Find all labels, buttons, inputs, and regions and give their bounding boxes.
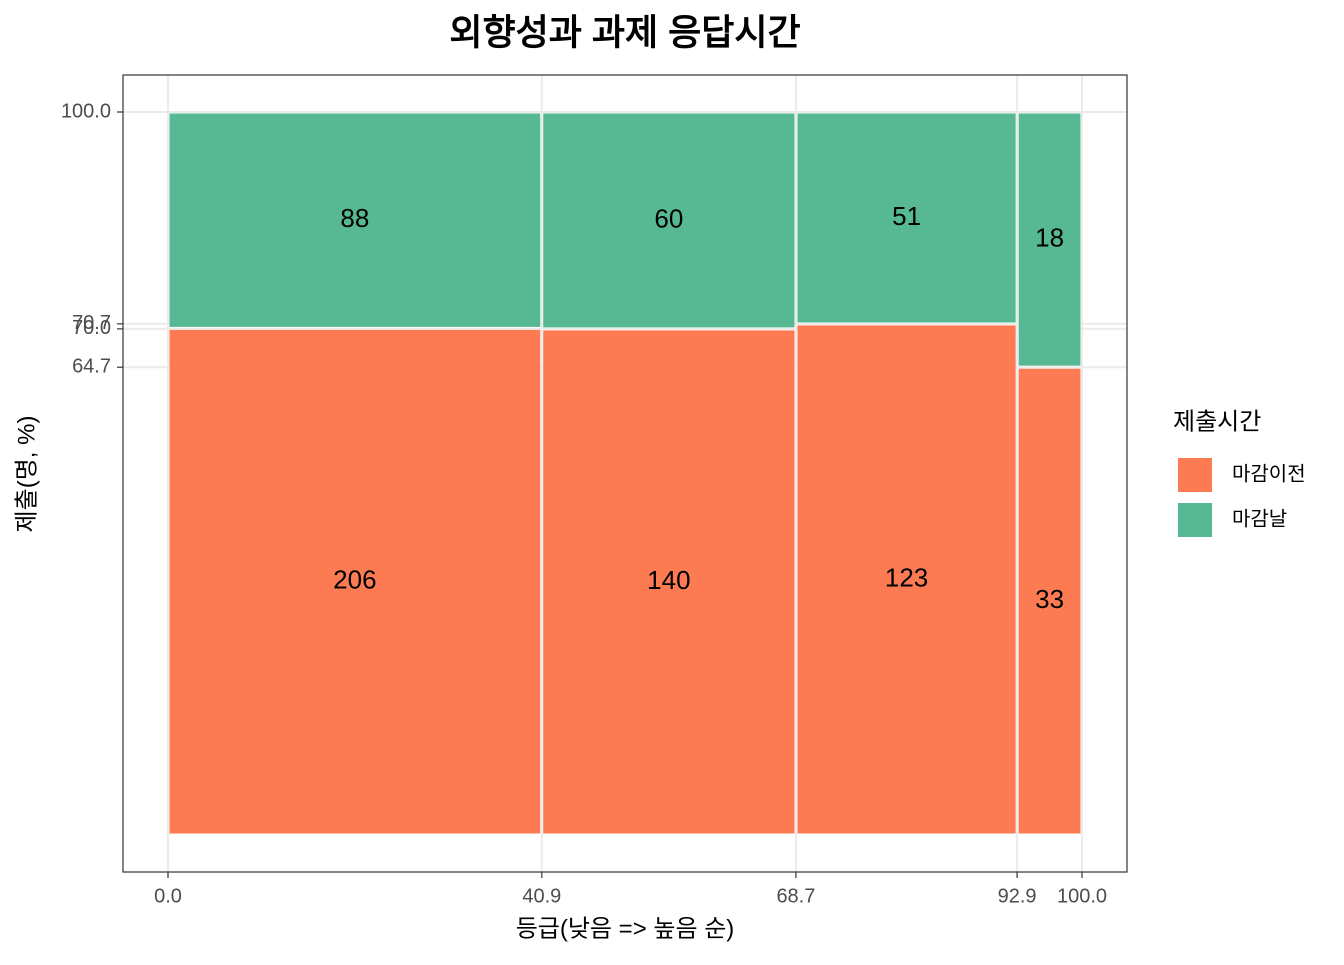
x-tick-label: 100.0: [1057, 885, 1107, 907]
data-label: 33: [1035, 584, 1064, 614]
mosaic-tile: [1018, 368, 1081, 834]
y-tick-label: 64.7: [72, 356, 111, 378]
panel-border: [122, 74, 1128, 873]
mosaic-tile: [1018, 113, 1081, 366]
data-label: 88: [340, 203, 369, 233]
mosaic-tile: [169, 113, 541, 327]
data-label: 140: [647, 565, 690, 595]
mosaic-tile: [543, 113, 795, 328]
mosaic-tile: [543, 330, 795, 834]
chart-title: 외향성과 과제 응답시간: [449, 12, 800, 53]
mosaic-tile: [797, 325, 1016, 834]
legend-label: 마감이전: [1232, 462, 1306, 485]
legend-title: 제출시간: [1173, 408, 1261, 435]
x-tick-label: 40.9: [522, 885, 561, 907]
mosaic-tile: [169, 329, 541, 834]
mosaic-tile: [797, 113, 1016, 323]
y-tick-label: 70.0: [72, 317, 111, 339]
data-label: 123: [885, 562, 928, 592]
data-label: 18: [1035, 222, 1064, 252]
x-tick-label: 92.9: [998, 885, 1037, 907]
y-tick-label: 100.0: [61, 100, 111, 122]
y-tick-label: 70.7: [72, 312, 111, 334]
x-tick-label: 0.0: [154, 885, 182, 907]
legend-key: [1178, 503, 1212, 537]
legend-key: [1178, 458, 1212, 492]
x-axis-label: 등급(낮음 => 높음 순): [516, 915, 735, 942]
data-label: 51: [892, 201, 921, 231]
data-label: 60: [654, 203, 683, 233]
data-label: 206: [333, 565, 376, 595]
y-axis-label: 제출(명, %): [13, 416, 40, 533]
legend-label: 마감날: [1232, 507, 1287, 530]
x-tick-label: 68.7: [776, 885, 815, 907]
